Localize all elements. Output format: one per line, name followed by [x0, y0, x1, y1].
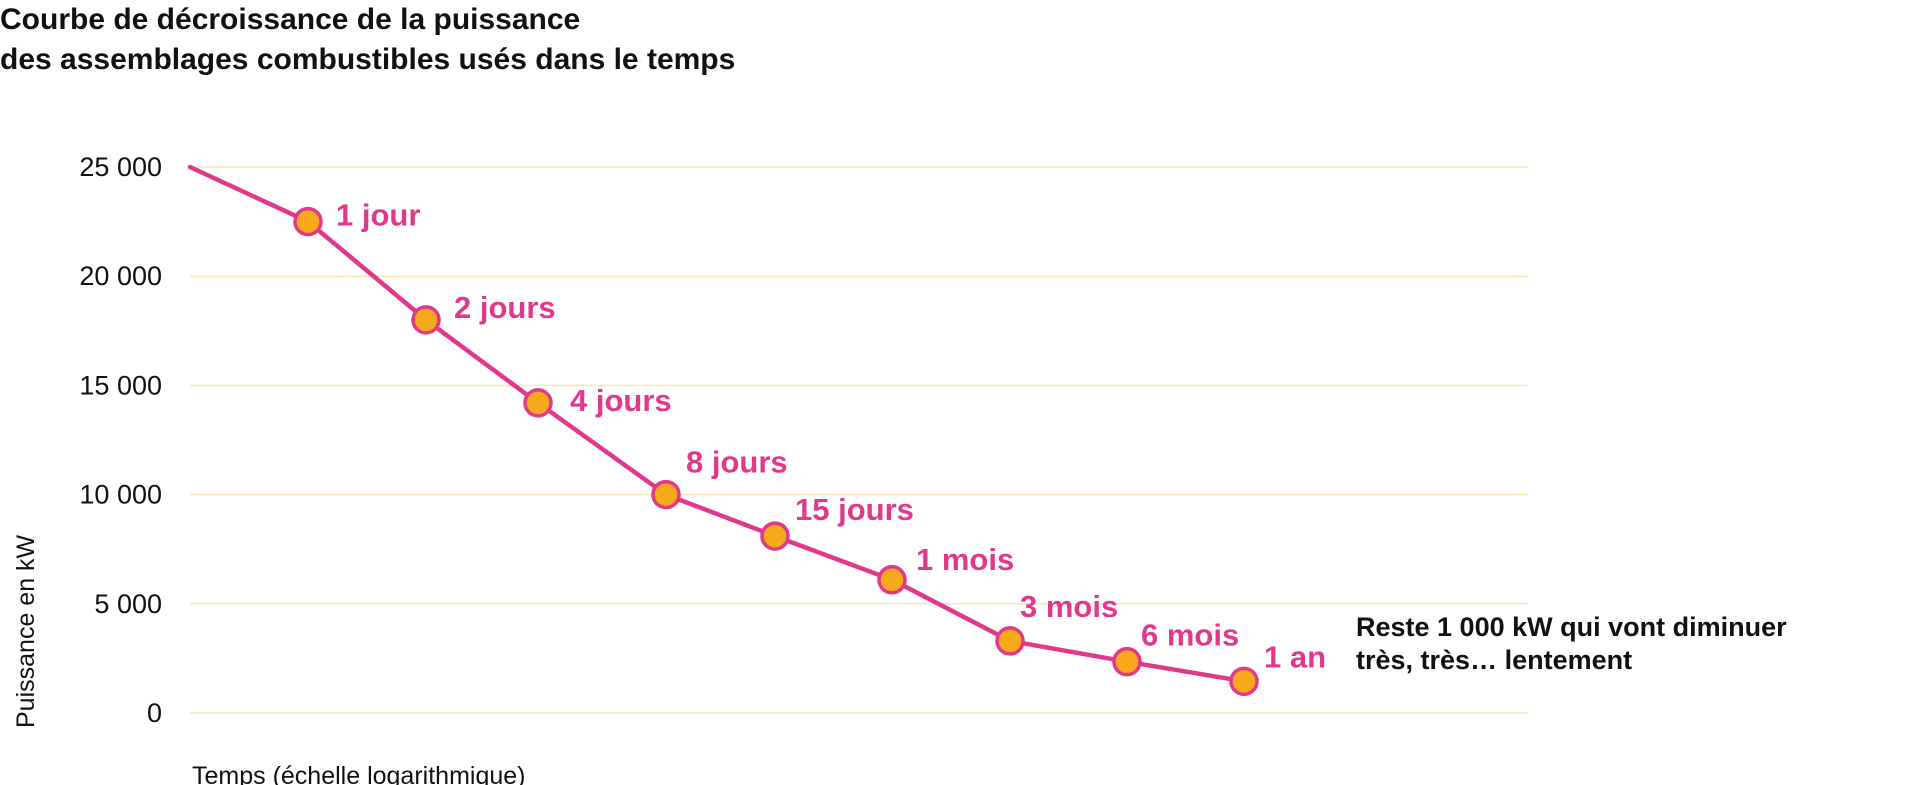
chart-title: Courbe de décroissance de la puissance d…	[0, 0, 735, 80]
y-tick-label: 5 000	[94, 589, 162, 619]
data-point-marker	[877, 565, 907, 595]
data-point-marker	[1112, 646, 1142, 677]
data-point-marker	[411, 305, 441, 335]
data-point-label: 3 mois	[1020, 589, 1118, 624]
annotation-line-2: très, très… lentement	[1356, 645, 1632, 675]
y-tick-label: 0	[147, 698, 162, 728]
y-axis-ticks: 0 5 000 10 000 15 000 20 000 25 000	[79, 152, 162, 728]
chart-title-line-1: Courbe de décroissance de la puissance	[0, 3, 581, 36]
grid-lines	[190, 166, 1528, 714]
y-tick-label: 15 000	[79, 370, 162, 400]
data-point-marker	[651, 479, 681, 510]
chart-title-line-2: des assemblages combustibles usés dans l…	[0, 43, 736, 76]
data-point-label: 6 mois	[1141, 618, 1239, 653]
y-tick-label: 20 000	[79, 261, 162, 291]
data-point-marker	[995, 626, 1025, 656]
data-point-marker	[760, 521, 790, 551]
x-axis-label: Temps (échelle logarithmique)	[192, 762, 525, 785]
data-point-marker	[1229, 666, 1259, 697]
series-line	[187, 164, 1247, 684]
data-markers	[293, 206, 1259, 697]
y-axis-label: Puissance en kW	[12, 534, 40, 728]
series-polyline	[187, 164, 1247, 684]
annotation-line-1: Reste 1 000 kW qui vont diminuer	[1356, 612, 1787, 642]
data-point-label: 2 jours	[454, 290, 556, 325]
y-tick-label: 10 000	[79, 480, 162, 510]
data-point-label: 15 jours	[795, 492, 914, 527]
data-point-marker	[293, 206, 323, 237]
data-point-label: 1 an	[1264, 639, 1326, 674]
data-point-marker	[523, 388, 553, 418]
data-point-label: 8 jours	[686, 445, 788, 480]
y-tick-label: 25 000	[79, 152, 162, 182]
data-point-label: 1 jour	[336, 198, 420, 233]
data-point-label: 1 mois	[916, 542, 1014, 577]
data-point-label: 4 jours	[570, 383, 672, 418]
